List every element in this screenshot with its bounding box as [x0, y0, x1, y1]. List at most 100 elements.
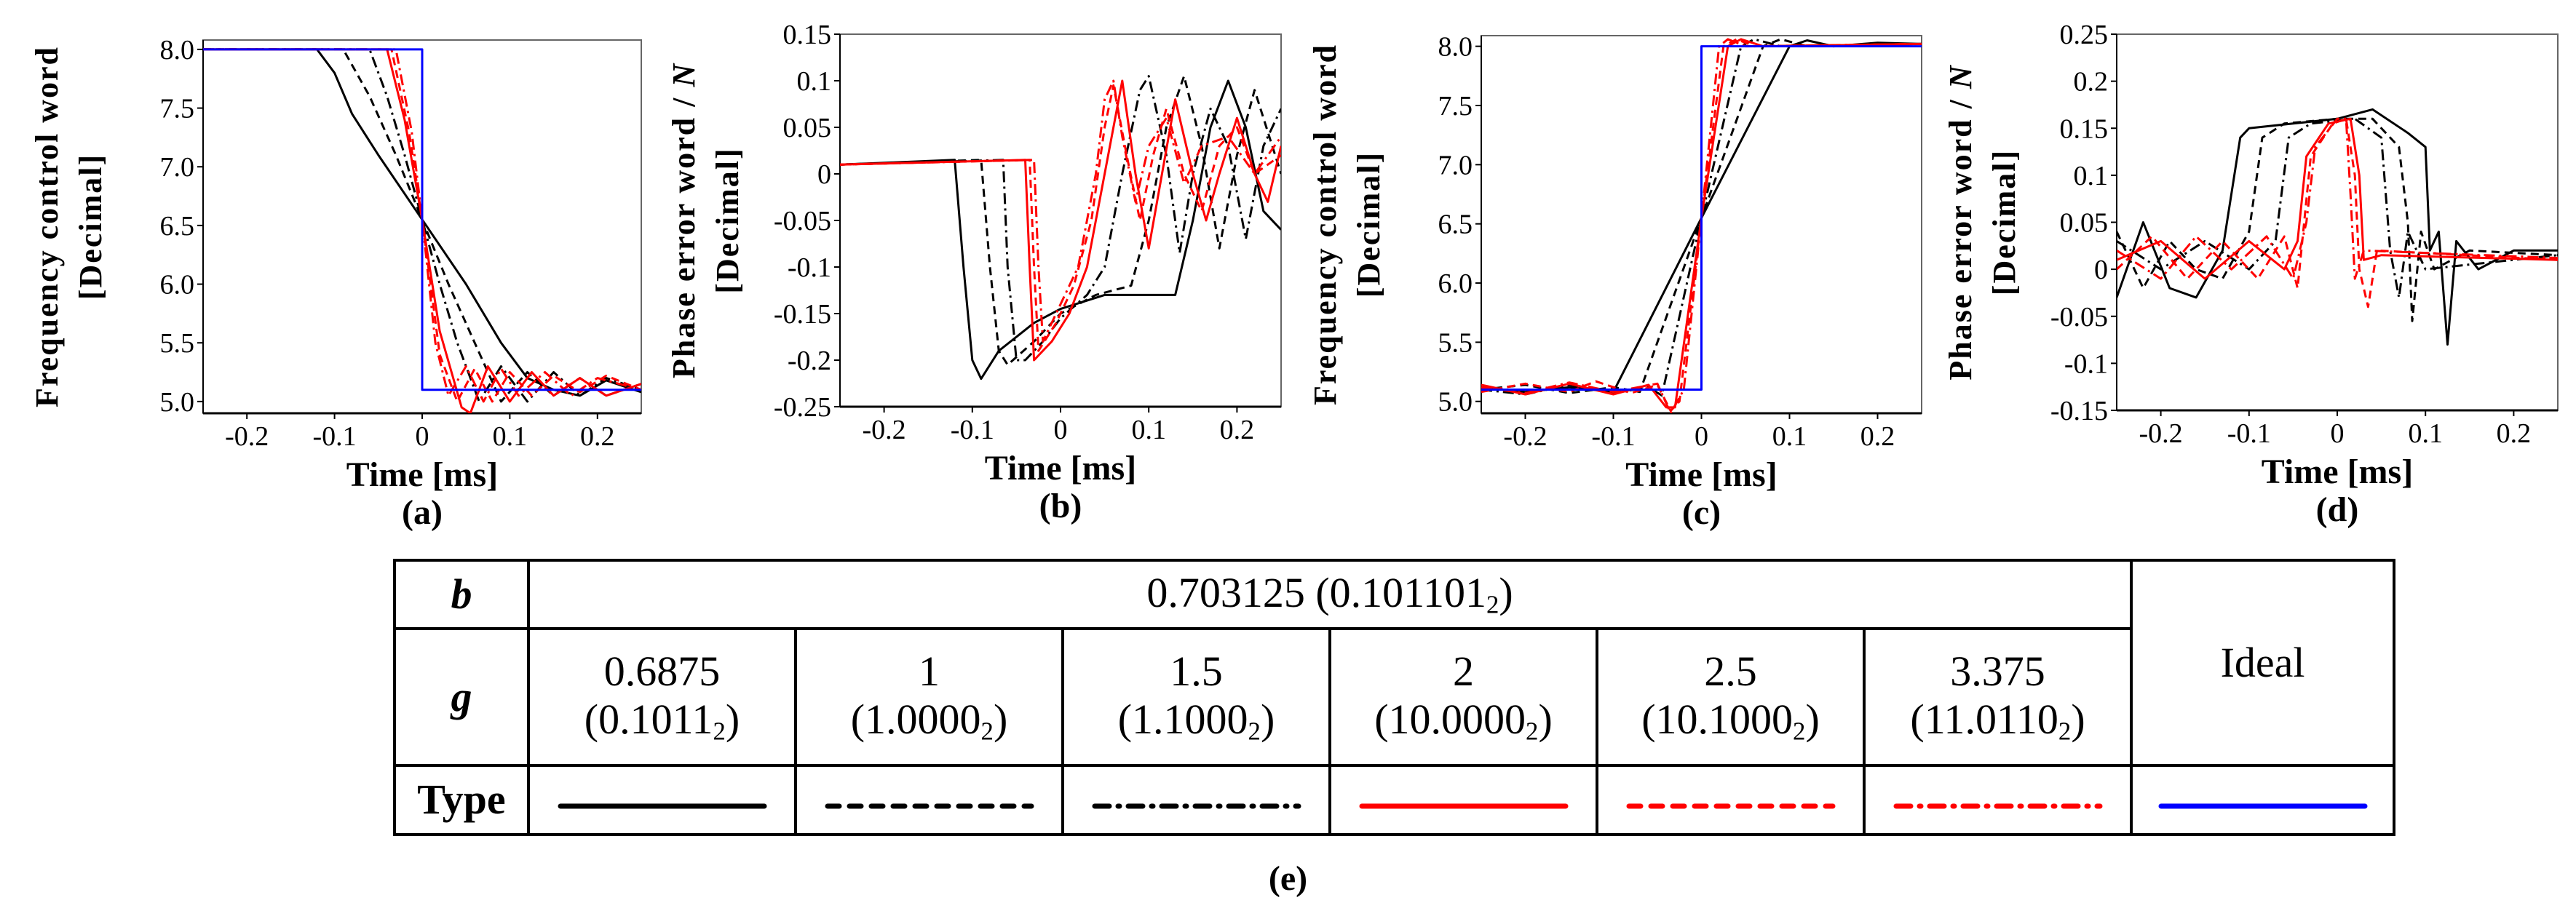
- g-value-cell: 2.5 (10.10002: [1596, 627, 1866, 767]
- line-type-g-1.5: [1061, 764, 1331, 836]
- panel-label: (c): [1682, 493, 1721, 532]
- y-axis-label: Frequency control word: [29, 46, 65, 407]
- b-value: 0.703125: [1146, 569, 1305, 617]
- series-line-g-0.6875: [840, 79, 1281, 381]
- series-line-g-3.375: [203, 48, 641, 403]
- y-tick-label: 6.5: [160, 211, 195, 242]
- series-line-g-2: [2117, 117, 2558, 280]
- x-tick-label: -0.2: [225, 421, 269, 452]
- series-line-Ideal: [1481, 45, 1922, 391]
- x-tick-label: 0.1: [1131, 415, 1166, 445]
- series-group: [2117, 108, 2558, 346]
- series-line-g-2.5: [1481, 38, 1922, 413]
- series-line-g-1.5: [2117, 117, 2558, 299]
- y-axis-label: [Decimal]: [710, 147, 745, 293]
- y-tick-label: 0.2: [2074, 67, 2109, 97]
- y-tick-label: 7.5: [1438, 91, 1473, 122]
- b-value-cell: 0.703125 (0.1011012: [526, 559, 2133, 630]
- y-tick-label: -0.05: [2050, 302, 2108, 332]
- y-axis-label-part: Phase error word /: [1943, 89, 1978, 381]
- y-axis-label: [Decimal]: [73, 154, 108, 300]
- g-value-cell: 3.375 (11.01102: [1862, 627, 2133, 767]
- x-axis-label: Time [ms]: [1625, 455, 1777, 494]
- g-value-cell: 2 (10.00002: [1328, 627, 1598, 767]
- y-tick-label: 6.0: [1438, 268, 1473, 299]
- y-tick-label: 0.05: [2060, 208, 2109, 239]
- figure-panels: -0.2 -0.1 0 0.1 0.2 8.0 7.5 7.0 6.5 6.0 5.5 5.0 Time…: [29, 20, 2559, 532]
- series-group: [1481, 38, 1922, 413]
- y-tick-label: 7.0: [1438, 150, 1473, 180]
- panel-label: (d): [2316, 490, 2359, 529]
- series-line-g-2: [1481, 38, 1922, 409]
- y-tick-label: 8.0: [160, 35, 195, 65]
- x-tick-label: 0.2: [2497, 418, 2532, 449]
- series-group: [203, 48, 641, 413]
- plot-frame: [2116, 33, 2559, 411]
- b-header: b: [393, 559, 530, 630]
- g-value: 3.375: [1950, 647, 2045, 695]
- y-axis-label: Frequency control word: [1307, 44, 1343, 405]
- y-tick-label: 5.0: [1438, 387, 1473, 418]
- x-tick-label: 0.1: [2408, 418, 2443, 449]
- x-axis-label: Time [ms]: [985, 449, 1136, 487]
- y-tick-label: -0.1: [788, 252, 831, 283]
- y-tick-label: 0: [2094, 255, 2108, 285]
- y-tick-label: 6.5: [1438, 210, 1473, 240]
- y-tick-label: 0.05: [783, 113, 832, 143]
- series-line-Ideal: [203, 48, 641, 391]
- y-tick-label: -0.05: [774, 206, 831, 236]
- g-binary: (10.00002: [1331, 696, 1596, 746]
- x-tick-label: 0: [1695, 421, 1708, 452]
- g-value: 2.5: [1704, 647, 1757, 695]
- series-line-g-3.375: [840, 79, 1281, 343]
- y-tick-label: -0.2: [788, 346, 831, 376]
- line-type-ideal: [2130, 764, 2396, 836]
- x-tick-label: 0.1: [493, 421, 528, 452]
- x-tick-label: 0: [2331, 418, 2345, 449]
- series-line-g-1.5: [840, 75, 1281, 362]
- g-value-cell: 1 (1.00002: [794, 627, 1064, 767]
- y-tick-label: 0: [817, 159, 831, 190]
- x-tick-label: -0.2: [2139, 418, 2183, 449]
- y-tick-label: 7.5: [160, 94, 195, 124]
- g-binary: (10.10002: [1598, 696, 1863, 746]
- g-binary: (1.10002: [1064, 696, 1328, 746]
- series-line-g-3.375: [2117, 117, 2558, 280]
- line-sample: [825, 803, 1034, 809]
- y-tick-label: 5.5: [160, 328, 195, 359]
- b-binary: (0.1011012: [1315, 569, 1513, 619]
- y-axis-label: [Decimal]: [1986, 149, 2022, 295]
- g-value: 1.5: [1170, 647, 1223, 695]
- y-tick-label: 0.15: [783, 20, 832, 50]
- x-tick-label: -0.2: [1503, 421, 1547, 452]
- y-tick-label: 8.0: [1438, 32, 1473, 63]
- series-line-g-3.375: [1481, 38, 1922, 413]
- series-line-g-0.6875: [2117, 108, 2558, 346]
- y-axis-label: Phase error word / N: [666, 63, 702, 379]
- y-tick-label: 6.0: [160, 270, 195, 300]
- series-line-g-2.5: [203, 48, 641, 403]
- line-type-g-0.6875: [527, 764, 797, 836]
- chart-c: -0.2 -0.1 0 0.1 0.2 8.0 7.5 7.0 6.5 6.0 5.5 5.0 Time…: [1307, 32, 1922, 532]
- y-tick-label: 0.1: [797, 66, 832, 97]
- g-value-cell: 1.5 (1.10002: [1061, 627, 1331, 767]
- panel-label-e: (e): [1268, 859, 1308, 898]
- legend-table: b 0.703125 (0.1011012 Ideal g 0.6875(0.1…: [393, 559, 2396, 836]
- x-tick-label: 0.2: [1860, 421, 1895, 452]
- panel-label: (b): [1039, 487, 1082, 525]
- chart-a: -0.2 -0.1 0 0.1 0.2 8.0 7.5 7.0 6.5 6.0 5.5 5.0 Time…: [29, 35, 642, 532]
- y-tick-label: 0.25: [2060, 20, 2109, 50]
- plot-frame: [839, 33, 1282, 407]
- x-tick-label: 0: [416, 421, 429, 452]
- chart-d: -0.2 -0.1 0 0.1 0.2 0.25 0.2 0.15 0.1 0.05 0 -0.05 -…: [1943, 20, 2559, 529]
- x-tick-label: -0.1: [2227, 418, 2271, 449]
- y-axis-label-part: [Decimal]: [1351, 151, 1387, 298]
- y-axis-label-part: Phase error word /: [666, 87, 702, 379]
- y-axis-label-part: [Decimal]: [73, 154, 108, 300]
- g-header: g: [393, 627, 530, 767]
- line-sample: [1893, 803, 2103, 809]
- g-value-cell: 0.6875 (0.10112: [527, 627, 797, 767]
- g-value: 0.6875: [603, 647, 721, 695]
- y-tick-label: -0.1: [2064, 349, 2108, 379]
- x-tick-label: 0.2: [1220, 415, 1255, 445]
